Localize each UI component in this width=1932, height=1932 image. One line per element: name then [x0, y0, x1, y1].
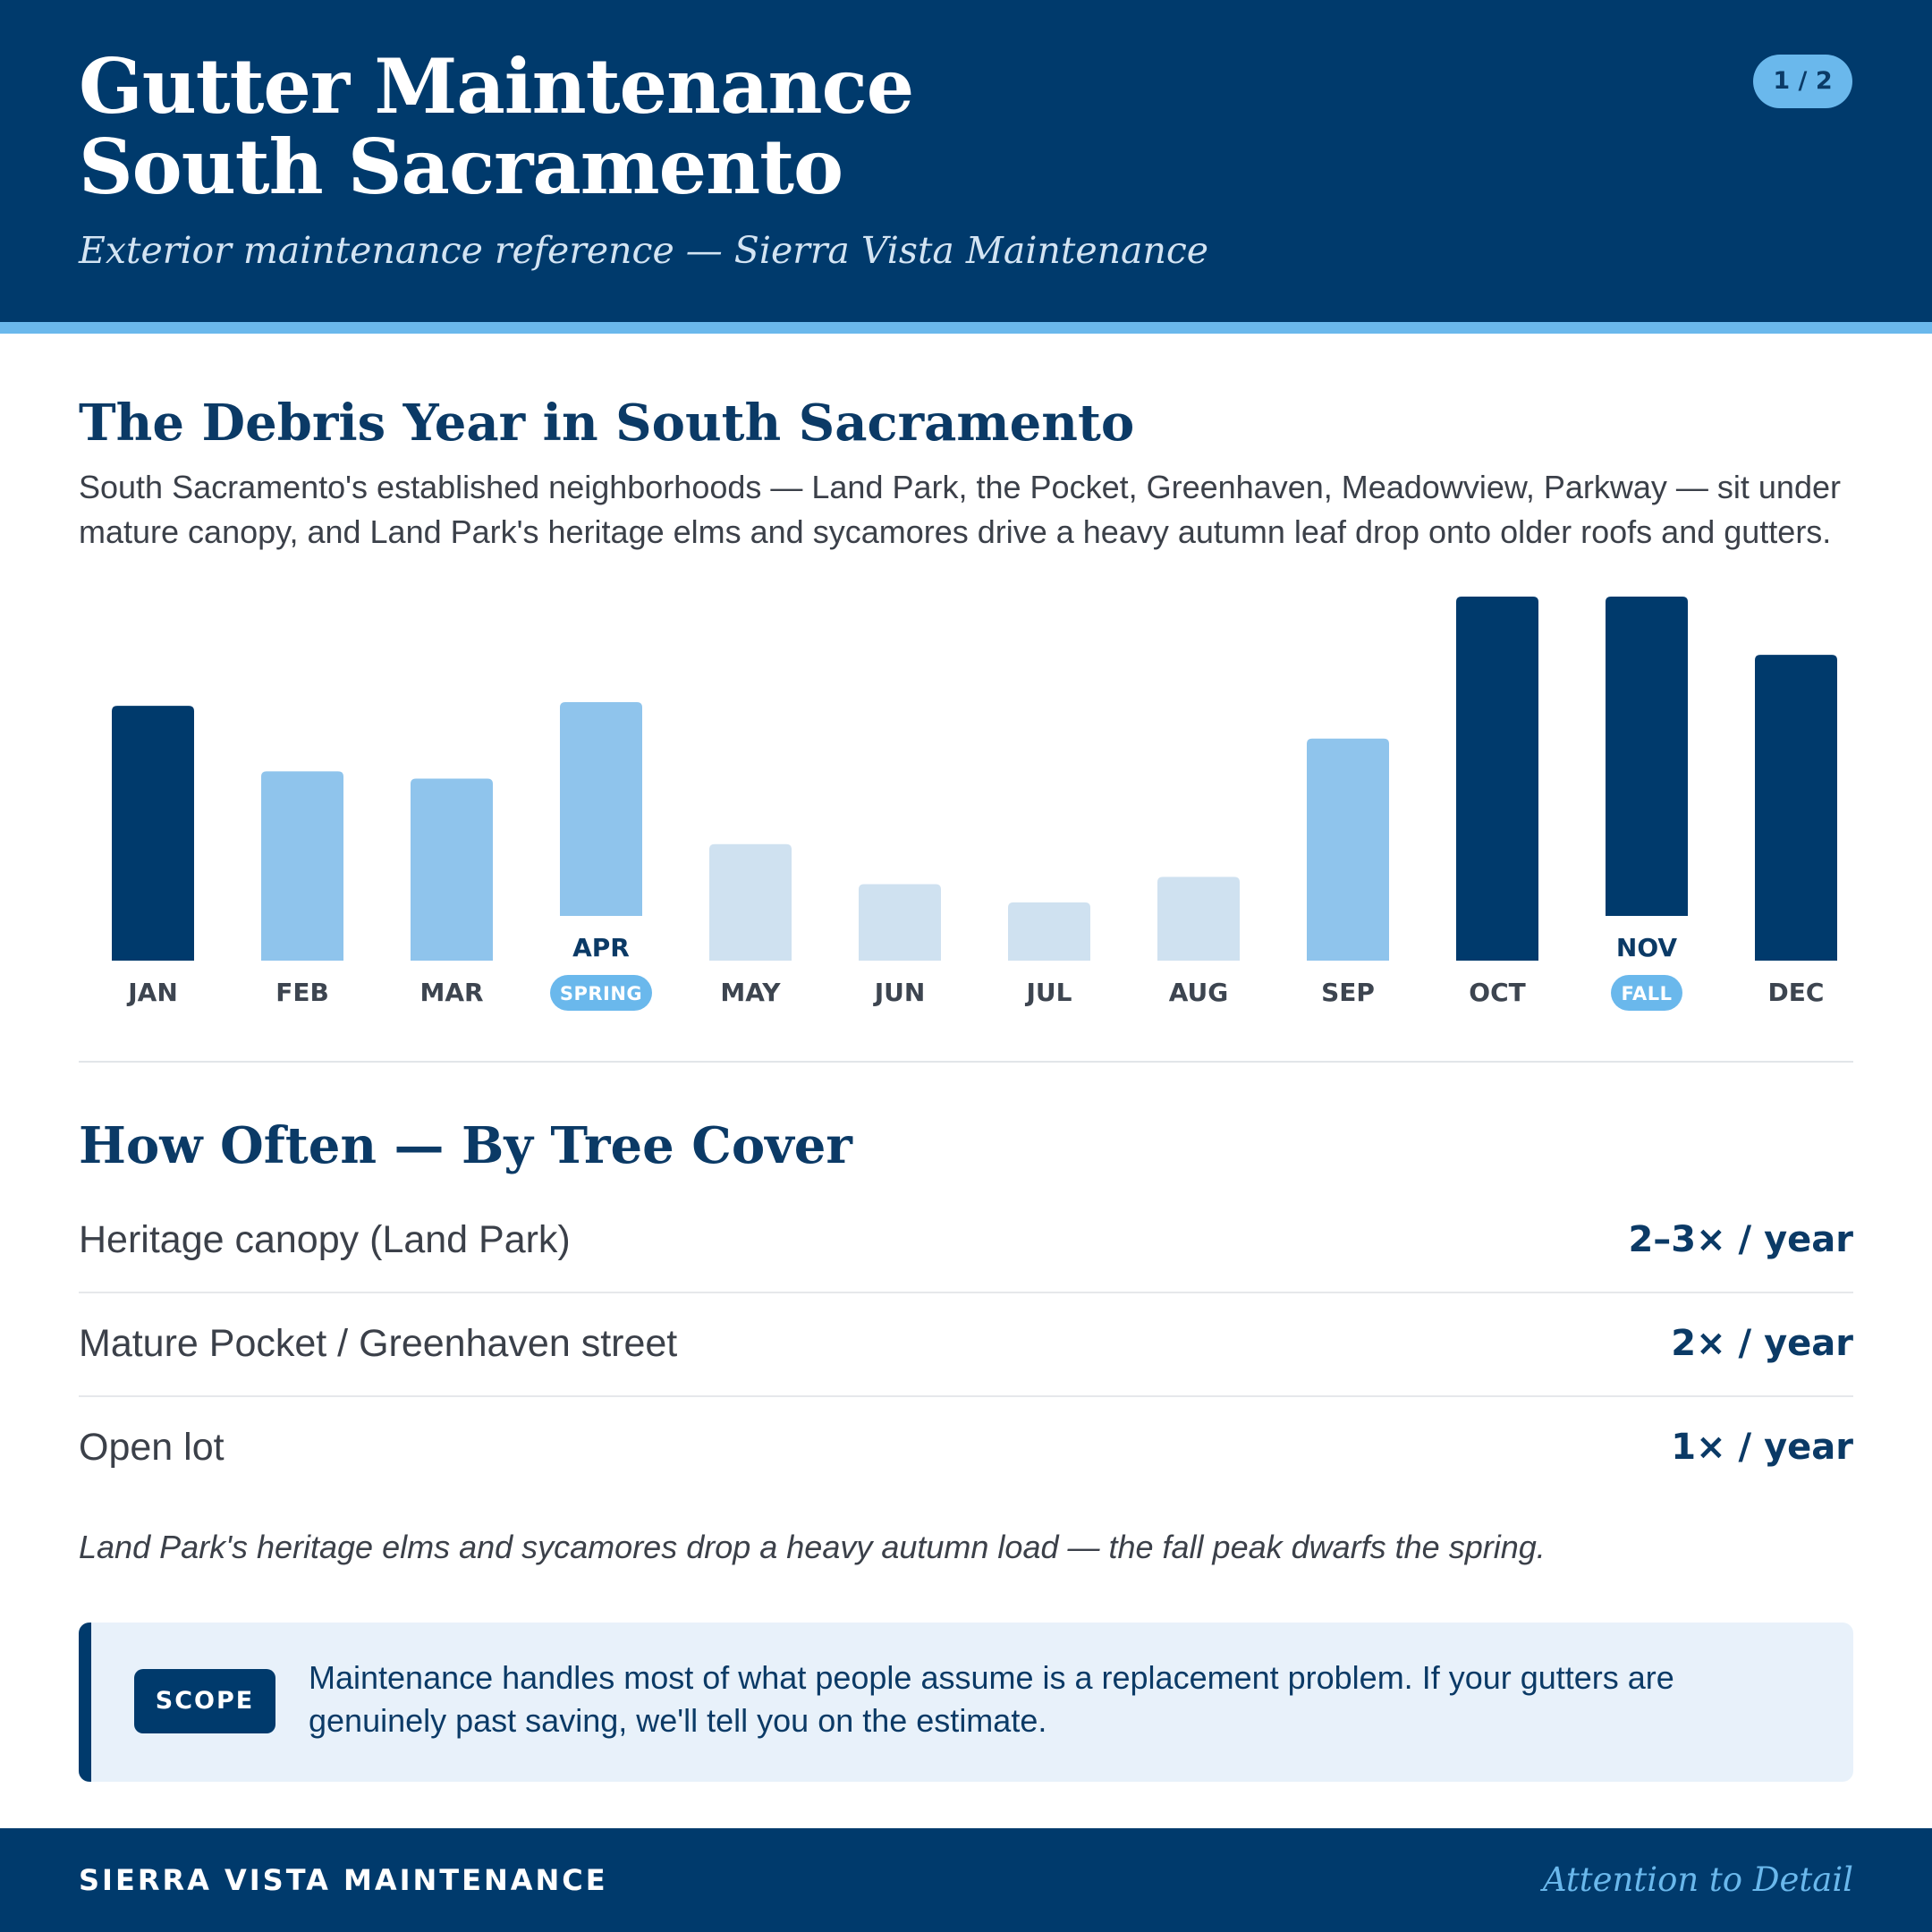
frequency-row-label: Mature Pocket / Greenhaven street [79, 1322, 678, 1365]
season-pill-fall [1611, 975, 1682, 1011]
frequency-row-open-lot: Open lot 1× / year [79, 1395, 1853, 1499]
bar-oct [1456, 597, 1538, 961]
frequency-row-label: Heritage canopy (Land Park) [79, 1218, 571, 1261]
bar-apr [560, 702, 642, 916]
season-label-spring: SPRING [560, 983, 642, 1004]
month-label-jul: JUL [1025, 978, 1072, 1007]
month-label-nov: NOV [1616, 933, 1677, 962]
frequency-row-mature: Mature Pocket / Greenhaven street 2× / y… [79, 1292, 1853, 1395]
header-banner: Gutter Maintenance South Sacramento Exte… [0, 0, 1932, 322]
footer-tagline: Attention to Detail [1542, 1860, 1853, 1899]
bar-dec [1755, 655, 1837, 961]
month-label-oct: OCT [1469, 978, 1525, 1007]
row-divider [79, 1292, 1853, 1293]
bar-jul [1008, 902, 1090, 961]
page-title: Gutter Maintenance South Sacramento [79, 47, 1510, 208]
page-indicator-badge: 1 / 2 [1753, 55, 1852, 108]
month-label-feb: FEB [275, 978, 329, 1007]
section-divider [79, 1061, 1853, 1063]
bar-aug [1157, 877, 1240, 961]
frequency-row-heritage: Heritage canopy (Land Park) 2–3× / year [79, 1188, 1853, 1292]
bar-nov [1606, 597, 1688, 916]
month-label-dec: DEC [1768, 978, 1825, 1007]
month-label-jan: JAN [126, 978, 178, 1007]
frequency-note: Land Park's heritage elms and sycamores … [79, 1529, 1546, 1565]
month-label-sep: SEP [1321, 978, 1375, 1007]
frequency-row-value: 2–3× / year [1628, 1219, 1853, 1260]
callout-accent-bar [79, 1623, 91, 1782]
month-label-mar: MAR [419, 978, 483, 1007]
frequency-section-heading: How Often — By Tree Cover [79, 1116, 852, 1175]
page-title-line-1: Gutter Maintenance [79, 42, 914, 131]
scope-callout: SCOPE Maintenance handles most of what p… [79, 1623, 1853, 1782]
row-divider [79, 1395, 1853, 1397]
frequency-row-value: 1× / year [1671, 1427, 1853, 1468]
month-label-jun: JUN [873, 978, 926, 1007]
season-pill-spring [550, 975, 652, 1011]
month-label-apr: APR [572, 933, 630, 962]
bar-jun [859, 884, 941, 961]
scope-badge: SCOPE [134, 1669, 275, 1733]
scope-text: Maintenance handles most of what people … [309, 1659, 1674, 1739]
footer-banner: SIERRA VISTA MAINTENANCE Attention to De… [0, 1828, 1932, 1932]
frequency-row-label: Open lot [79, 1426, 225, 1469]
page-subtitle: Exterior maintenance reference — Sierra … [79, 229, 1209, 272]
bar-mar [411, 778, 493, 961]
debris-section-intro: South Sacramento's established neighborh… [79, 469, 1841, 550]
bar-may [709, 843, 792, 961]
season-label-fall: FALL [1622, 983, 1673, 1004]
debris-bar-chart: JAN FEB MAR APR SPRING MAY JUN JUL AUG SEP OCT NOV F… [112, 597, 1837, 1011]
month-label-may: MAY [720, 978, 781, 1007]
frequency-row-value: 2× / year [1671, 1323, 1853, 1364]
page-title-line-2: South Sacramento [79, 123, 843, 211]
month-label-aug: AUG [1169, 978, 1229, 1007]
debris-section-heading: The Debris Year in South Sacramento [79, 394, 1135, 453]
bar-sep [1307, 738, 1389, 961]
footer-brand: SIERRA VISTA MAINTENANCE [79, 1863, 608, 1897]
bar-jan [112, 706, 194, 961]
bar-feb [261, 771, 343, 961]
header-accent-stripe [0, 322, 1932, 334]
